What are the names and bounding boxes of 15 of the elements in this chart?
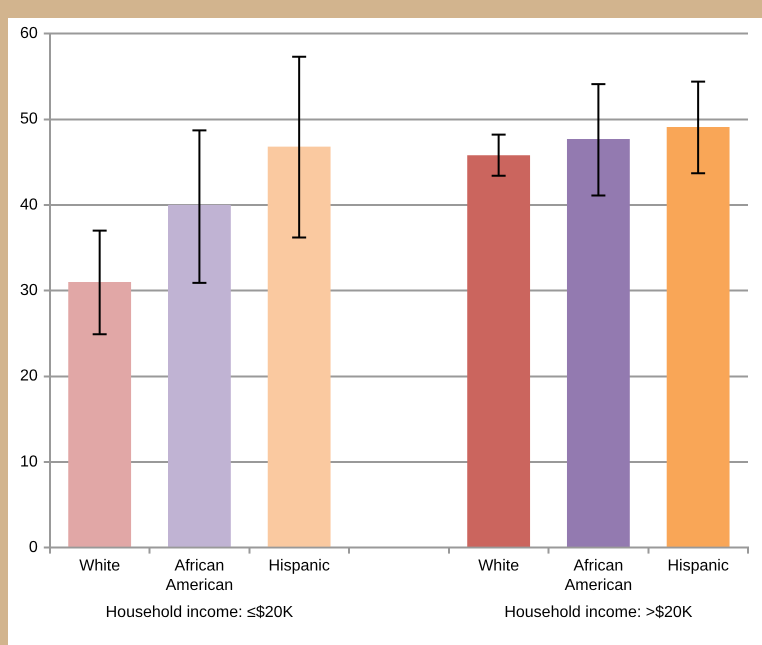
x-tick-label: Hispanic <box>667 558 729 575</box>
x-tick-label: African American <box>166 558 234 594</box>
text: Household income: >$20K <box>504 604 692 622</box>
y-tick-label: 20 <box>20 368 38 385</box>
y-tick-label: 40 <box>20 196 38 214</box>
x-tick-label: African American <box>564 558 632 594</box>
y-tick-label: 30 <box>20 282 38 300</box>
y-tick-label: 10 <box>20 453 38 470</box>
y-tick-label: 50 <box>20 110 38 128</box>
x-tick-label: Hispanic <box>268 558 330 575</box>
text: Household income: ≤$20K <box>106 604 294 622</box>
y-tick-label: 60 <box>20 25 38 42</box>
y-tick-label: 0 <box>28 539 38 556</box>
x-tick-label: White <box>79 558 120 575</box>
x-tick-label: White <box>478 558 520 575</box>
